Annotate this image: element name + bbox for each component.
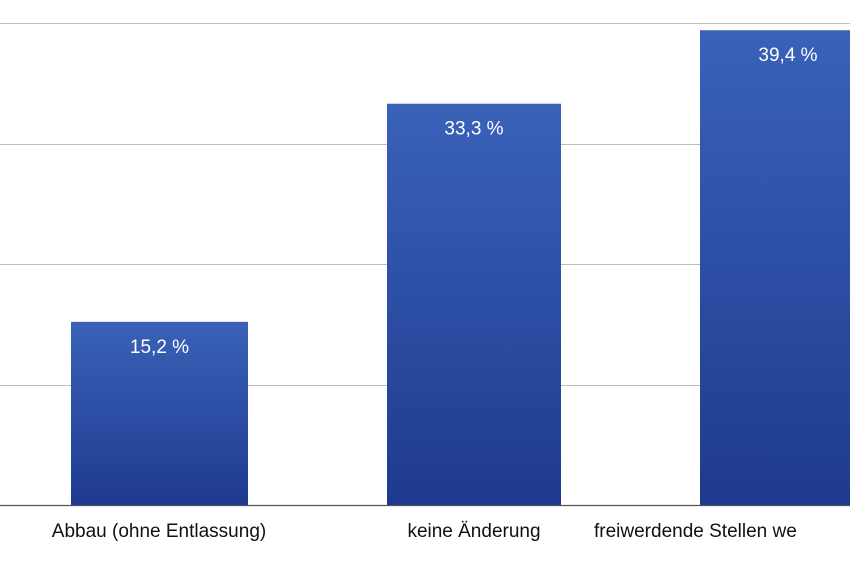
bar-value-label: 39,4 %	[758, 45, 817, 66]
category-labels: Abbau (ohne Entlassung) keine Änderung fre…	[52, 521, 797, 542]
bar	[387, 103, 561, 506]
bars: 15,2 % 33,3 % 39,4 %	[71, 30, 850, 506]
category-label: freiwerdende Stellen we	[594, 521, 797, 542]
bar-value-label: 33,3 %	[444, 119, 503, 140]
bar	[700, 30, 850, 505]
category-label: keine Änderung	[407, 521, 540, 542]
bar	[71, 321, 248, 505]
bar-value-label: 15,2 %	[130, 337, 189, 358]
category-label: Abbau (ohne Entlassung)	[52, 521, 266, 542]
